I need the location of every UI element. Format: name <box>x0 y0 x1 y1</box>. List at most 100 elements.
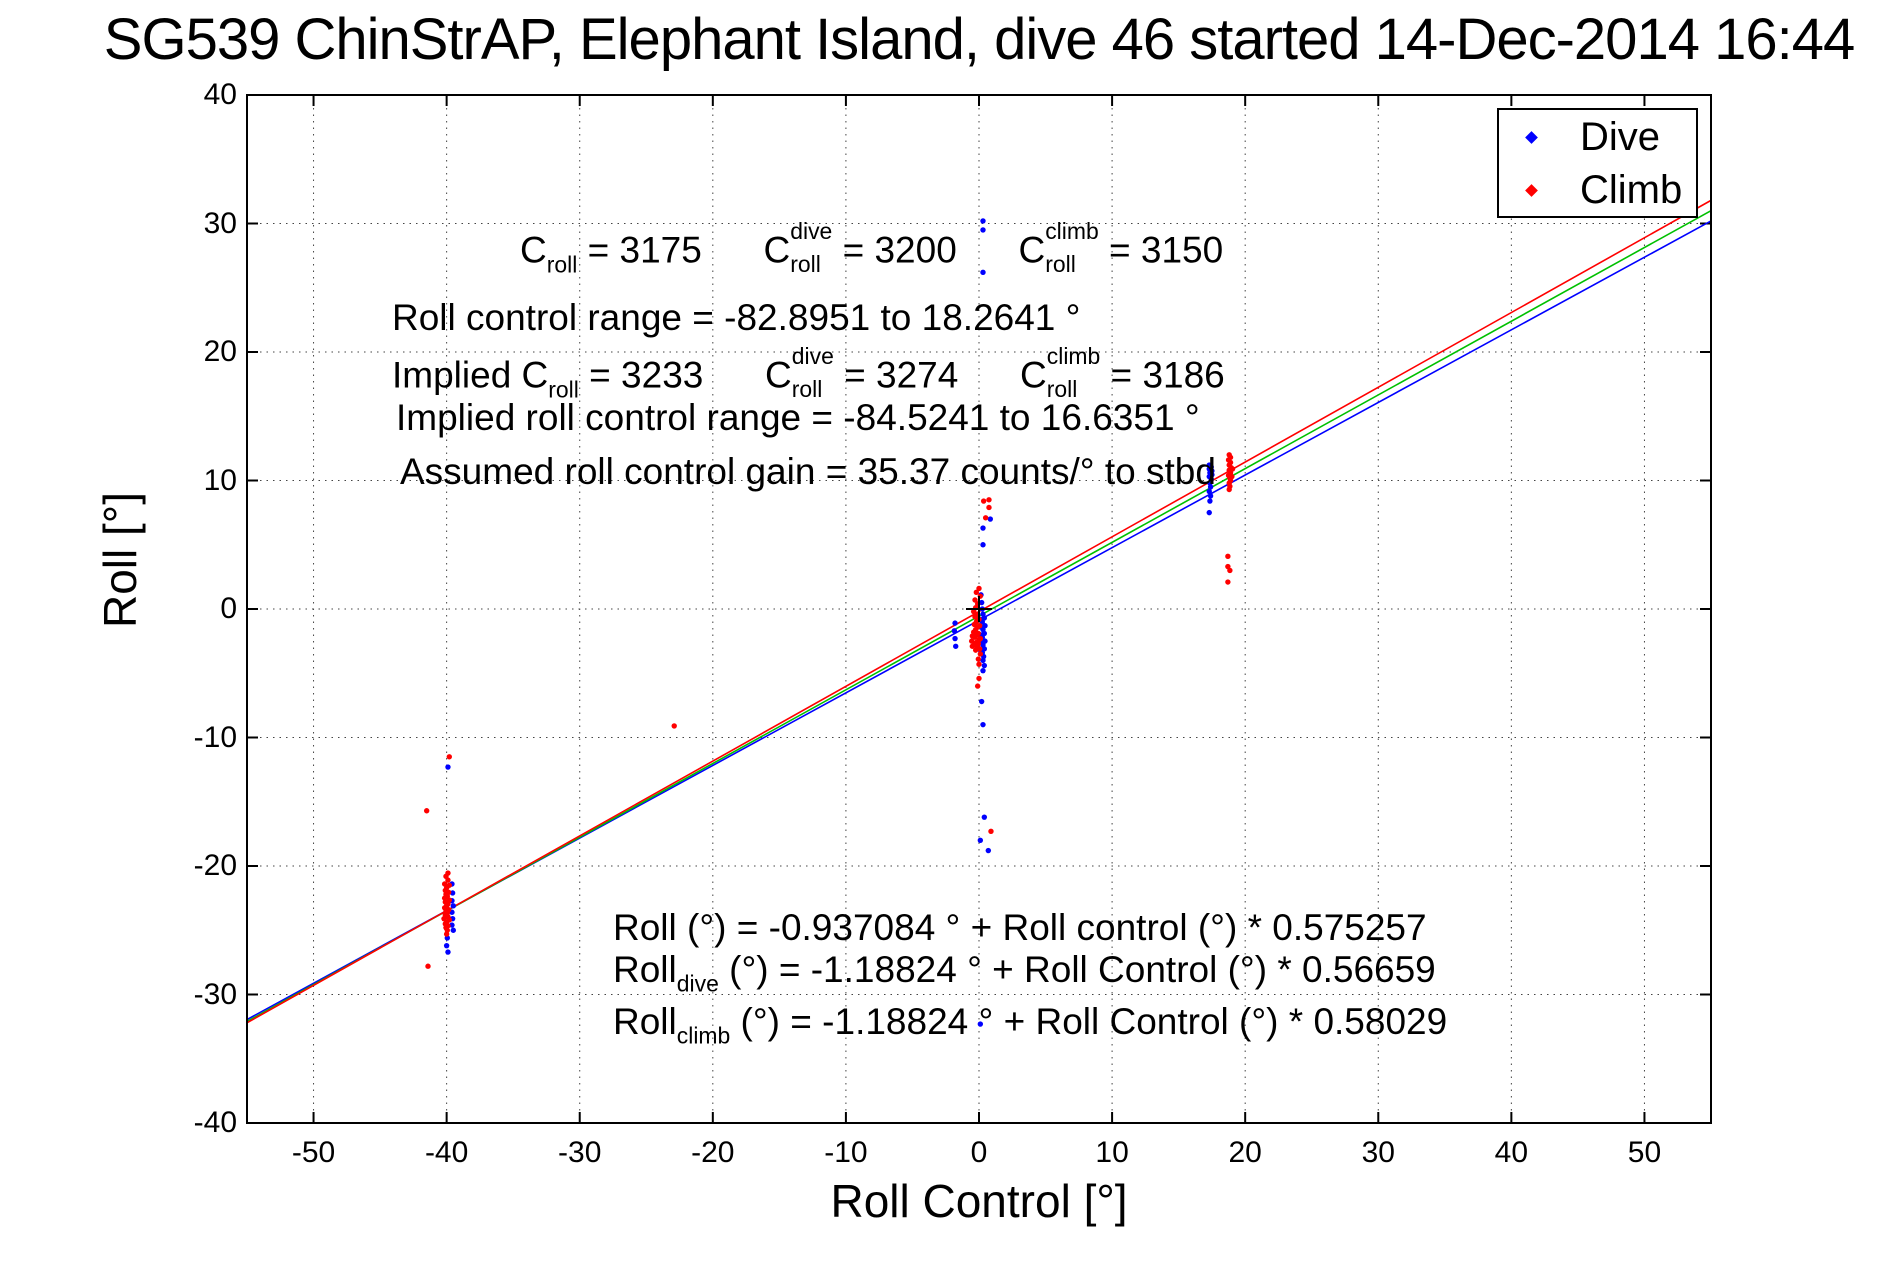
data-point-climb <box>972 597 978 603</box>
legend-marker-dive <box>1525 131 1538 144</box>
data-point-dive <box>1207 498 1213 504</box>
x-tick-label: 20 <box>1228 1136 1262 1169</box>
data-point-climb <box>977 651 984 657</box>
data-point-climb <box>977 635 984 642</box>
data-point-dive <box>952 620 958 626</box>
data-point-dive <box>980 227 986 233</box>
data-point-climb <box>976 623 983 629</box>
data-point-dive <box>987 516 994 522</box>
annotation-eq-roll-dive: Rolldive (°) = -1.18824 ° + Roll Control… <box>613 949 1436 997</box>
legend: Dive Climb <box>1497 108 1698 218</box>
data-point-dive <box>1207 484 1214 490</box>
data-point-climb <box>425 963 431 969</box>
data-point-dive <box>1206 488 1212 495</box>
x-tick-label: 0 <box>970 1136 988 1169</box>
legend-item-dive: Dive <box>1499 112 1696 163</box>
y-tick-label: 30 <box>203 206 237 240</box>
y-tick-label: -20 <box>193 849 237 882</box>
data-point-climb <box>446 754 452 760</box>
data-point-climb <box>975 630 982 637</box>
y-tick-label: 10 <box>203 463 237 497</box>
legend-label: Dive <box>1580 115 1661 159</box>
data-point-dive <box>980 667 986 674</box>
data-point-dive <box>445 949 451 955</box>
data-point-dive <box>445 764 451 770</box>
annotation-roll-control-range: Roll control range = -82.8951 to 18.2641… <box>392 297 1081 338</box>
data-point-dive <box>977 1021 984 1027</box>
data-point-climb <box>986 497 992 503</box>
y-tick-label: 0 <box>220 592 237 625</box>
y-tick-label: -40 <box>193 1106 237 1139</box>
data-point-climb <box>1225 579 1231 585</box>
data-point-climb <box>975 656 982 662</box>
data-point-dive <box>977 837 984 843</box>
y-tick-label: -10 <box>193 720 237 754</box>
data-point-climb <box>1229 473 1235 480</box>
data-point-climb <box>976 585 982 592</box>
legend-marker-climb <box>1525 184 1538 197</box>
data-point-dive <box>951 628 958 634</box>
data-point-dive <box>980 657 986 664</box>
data-point-dive <box>443 942 450 949</box>
data-point-climb <box>968 638 975 644</box>
data-point-climb <box>976 675 982 682</box>
data-point-climb <box>969 643 976 649</box>
x-tick-label: -30 <box>558 1136 602 1169</box>
axes-frame <box>246 94 1712 1124</box>
data-point-dive <box>981 662 988 669</box>
data-point-climb <box>671 723 677 729</box>
data-point-climb <box>976 646 983 652</box>
data-point-climb <box>974 683 981 689</box>
x-tick-label: 10 <box>1095 1136 1129 1169</box>
data-point-dive <box>978 698 985 705</box>
annotation-eq-roll-climb: Rollclimb (°) = -1.18824 ° + Roll Contro… <box>613 1001 1448 1049</box>
x-tick-label: 50 <box>1627 1136 1662 1169</box>
data-point-climb <box>973 589 980 595</box>
x-tick-label: 40 <box>1494 1136 1529 1169</box>
data-point-climb <box>982 515 989 521</box>
x-tick-label: -20 <box>691 1136 735 1169</box>
data-point-dive <box>980 525 986 531</box>
y-tick-label: 20 <box>203 335 237 368</box>
x-tick-label: 30 <box>1361 1136 1395 1169</box>
x-axis-label: Roll Control [°] <box>830 1175 1128 1227</box>
data-point-climb <box>1227 567 1233 574</box>
data-point-dive <box>450 903 456 909</box>
data-point-dive <box>981 814 988 820</box>
data-point-climb <box>986 504 992 511</box>
data-point-climb <box>443 931 450 937</box>
data-point-dive <box>1206 509 1212 516</box>
annotation-assumed-gain: Assumed roll control gain = 35.37 counts… <box>400 451 1216 492</box>
legend-item-climb: Climb <box>1499 165 1696 216</box>
data-point-climb <box>988 828 994 835</box>
y-tick-label: -30 <box>193 977 237 1011</box>
data-point-climb <box>969 633 976 639</box>
data-point-dive <box>1207 493 1214 499</box>
data-point-dive <box>449 890 456 896</box>
data-point-dive <box>953 643 959 649</box>
y-axis-label: Roll [°] <box>94 492 146 628</box>
data-point-climb <box>1226 486 1232 493</box>
data-point-dive <box>980 269 986 276</box>
data-point-dive <box>980 721 986 728</box>
data-point-dive <box>449 922 455 928</box>
data-point-dive <box>450 927 456 933</box>
x-tick-label: -50 <box>291 1136 336 1169</box>
data-point-dive <box>985 847 992 854</box>
x-tick-label: -40 <box>424 1136 469 1169</box>
annotation-implied-roll-control-range: Implied roll control range = -84.5241 to… <box>396 397 1200 438</box>
data-point-dive <box>980 542 986 548</box>
data-point-climb <box>975 640 982 647</box>
chart-title: SG539 ChinStrAP, Elephant Island, dive 4… <box>103 7 1855 72</box>
data-point-climb <box>980 498 987 504</box>
data-point-dive <box>952 635 958 642</box>
data-point-climb <box>423 808 430 814</box>
annotation-eq-roll: Roll (°) = -0.937084 ° + Roll control (°… <box>613 907 1427 948</box>
data-point-climb <box>1229 466 1236 472</box>
data-point-climb <box>976 661 982 667</box>
x-tick-label: -10 <box>824 1136 868 1169</box>
data-point-climb <box>445 877 451 883</box>
